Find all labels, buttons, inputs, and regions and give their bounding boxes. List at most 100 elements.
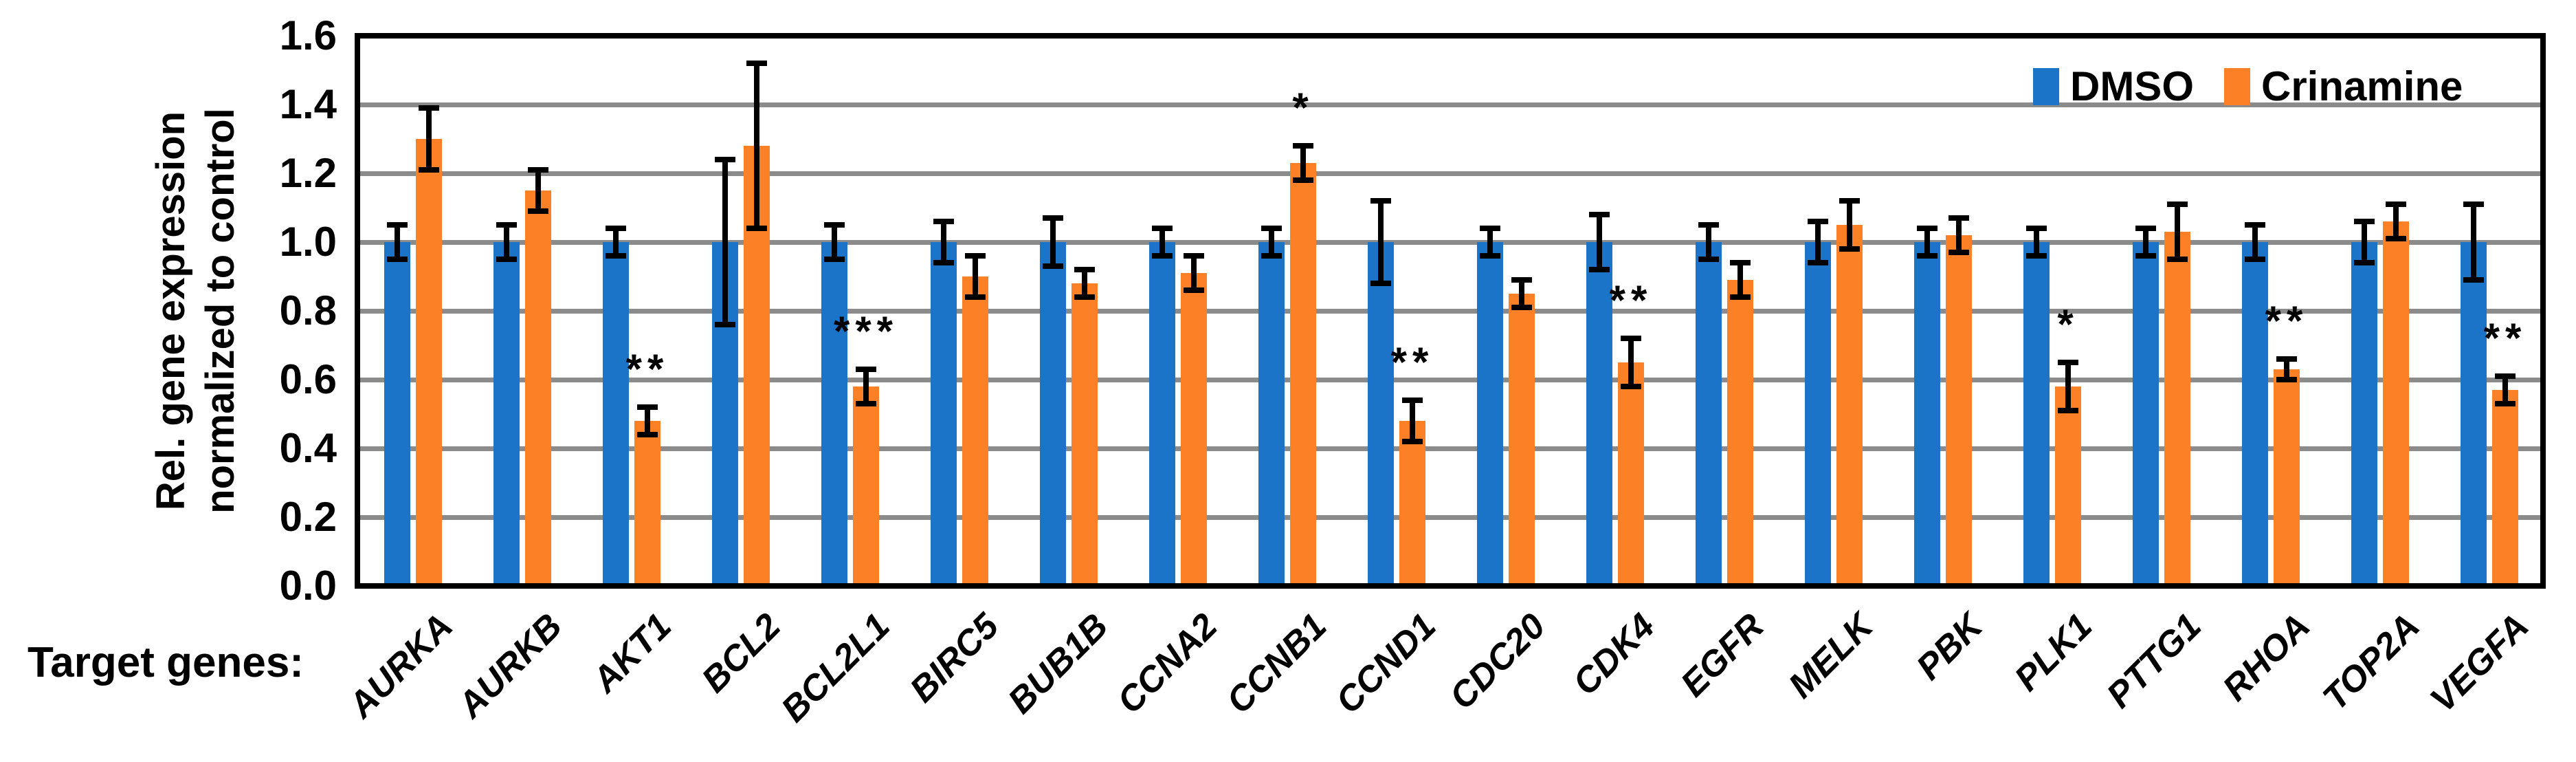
x-tick-label-MELK: MELK [1781,606,1881,706]
error-bar-dmso-VEGFA [2471,204,2476,280]
grid-line [359,171,2542,176]
bar-dmso-AURKB [493,242,520,584]
legend-label-crinamine: Crinamine [2261,63,2463,109]
bar-dmso-CCNA2 [1149,242,1175,584]
bar-dmso-BUB1B [1040,242,1066,584]
bar-dmso-PLK1 [2023,242,2050,584]
x-tick-label-AURKA: AURKA [341,606,460,726]
error-bar-dmso-PTTG1 [2143,228,2148,256]
error-bar-dmso-TOP2A [2362,221,2367,263]
bar-crinamine-PTTG1 [2164,232,2190,584]
bar-dmso-TOP2A [2351,242,2377,584]
x-tick-label-EGFR: EGFR [1673,606,1772,705]
error-bar-cap-bottom [965,294,986,300]
error-bar-cap-top [1370,198,1391,204]
error-bar-cap-bottom [2354,260,2375,265]
error-bar-cap-bottom [2167,257,2188,262]
bar-dmso-MELK [1805,242,1831,584]
x-tick-label-TOP2A: TOP2A [2315,606,2428,719]
bar-dmso-CDK4 [1586,242,1612,584]
error-bar-crinamine-PBK [1956,218,1962,252]
error-bar-cap-bottom [715,322,735,327]
error-bar-cap-top [2167,202,2188,207]
y-tick-label: 0.8 [279,287,337,334]
error-bar-cap-bottom [1261,253,1282,259]
error-bar-dmso-AURKA [395,225,400,259]
bar-dmso-BCL2L1 [821,242,847,584]
error-bar-cap-bottom [1621,384,1641,389]
error-bar-cap-top [1621,336,1641,341]
grid-line [359,102,2542,107]
error-bar-dmso-MELK [1815,221,1821,263]
error-bar-cap-bottom [1948,250,1969,255]
error-bar-crinamine-VEGFA [2502,376,2508,404]
bar-crinamine-TOP2A [2383,221,2409,584]
error-bar-dmso-CCNA2 [1159,228,1165,256]
x-axis-caption: Target genes: [27,639,304,686]
error-bar-cap-bottom [1184,287,1204,293]
error-bar-dmso-BIRC5 [941,221,946,263]
error-bar-cap-top [1261,226,1282,231]
error-bar-cap-bottom [1511,305,1532,310]
significance-marker-BCL2L1: *** [833,308,899,354]
y-tick-label: 1.4 [279,81,337,127]
bar-crinamine-MELK [1836,225,1863,584]
error-bar-cap-top [1511,277,1532,283]
error-bar-cap-bottom [1074,294,1095,300]
legend-entry-crinamine: Crinamine [2224,65,2463,109]
error-bar-cap-top [1839,198,1860,204]
error-bar-cap-top [1043,215,1063,221]
error-bar-cap-bottom [2386,236,2406,241]
error-bar-cap-top [2386,202,2406,207]
error-bar-cap-top [1730,260,1751,265]
y-tick-label: 1.6 [279,12,337,58]
error-bar-crinamine-MELK [1847,201,1852,249]
bar-crinamine-PBK [1946,235,1972,584]
error-bar-crinamine-BCL2 [754,63,759,228]
error-bar-cap-top [1948,215,1969,221]
error-bar-cap-bottom [1808,260,1828,265]
error-bar-cap-top [1698,222,1719,228]
y-axis-title-line1: Rel. gene expression [148,111,193,511]
error-bar-crinamine-PLK1 [2065,362,2071,411]
error-bar-cap-top [2276,356,2297,362]
error-bar-cap-bottom [1698,257,1719,262]
bar-crinamine-AKT1 [634,421,660,584]
error-bar-cap-bottom [419,167,439,173]
significance-marker-RHOA: ** [2265,298,2309,344]
error-bar-cap-bottom [2026,253,2047,259]
error-bar-cap-bottom [933,260,954,265]
y-tick-label: 0.4 [279,425,337,471]
significance-marker-VEGFA: ** [2483,315,2527,361]
bar-dmso-CCNB1 [1258,242,1285,584]
error-bar-crinamine-PTTG1 [2175,204,2180,259]
grid-line [359,514,2542,520]
error-bar-cap-bottom [2495,401,2516,406]
error-bar-cap-top [2463,202,2484,207]
error-bar-crinamine-AURKB [535,170,541,211]
bar-crinamine-VEGFA [2492,390,2518,584]
x-tick-label-AURKB: AURKB [450,606,570,726]
bar-crinamine-BIRC5 [962,276,988,584]
error-bar-cap-top [715,157,735,162]
x-tick-label-AKT1: AKT1 [584,606,679,701]
y-tick-label: 0.0 [279,563,337,609]
error-bar-cap-top [965,253,986,259]
error-bar-crinamine-TOP2A [2393,204,2399,239]
bar-crinamine-CDC20 [1509,294,1535,584]
error-bar-cap-top [419,105,439,111]
bar-dmso-PTTG1 [2133,242,2159,584]
error-bar-dmso-BUB1B [1050,218,1056,266]
error-bar-cap-bottom [746,226,767,231]
y-tick-label: 1.0 [279,219,337,265]
error-bar-cap-bottom [1370,281,1391,286]
error-bar-cap-top [2245,222,2265,228]
error-bar-dmso-PLK1 [2034,228,2039,256]
y-tick-label: 0.2 [279,494,337,540]
error-bar-cap-bottom [1730,294,1751,300]
bar-crinamine-CCND1 [1399,421,1425,584]
bar-crinamine-RHOA [2274,369,2300,584]
plot-frame [355,33,2546,589]
error-bar-cap-top [2058,360,2078,365]
error-bar-crinamine-CCNA2 [1191,256,1197,290]
